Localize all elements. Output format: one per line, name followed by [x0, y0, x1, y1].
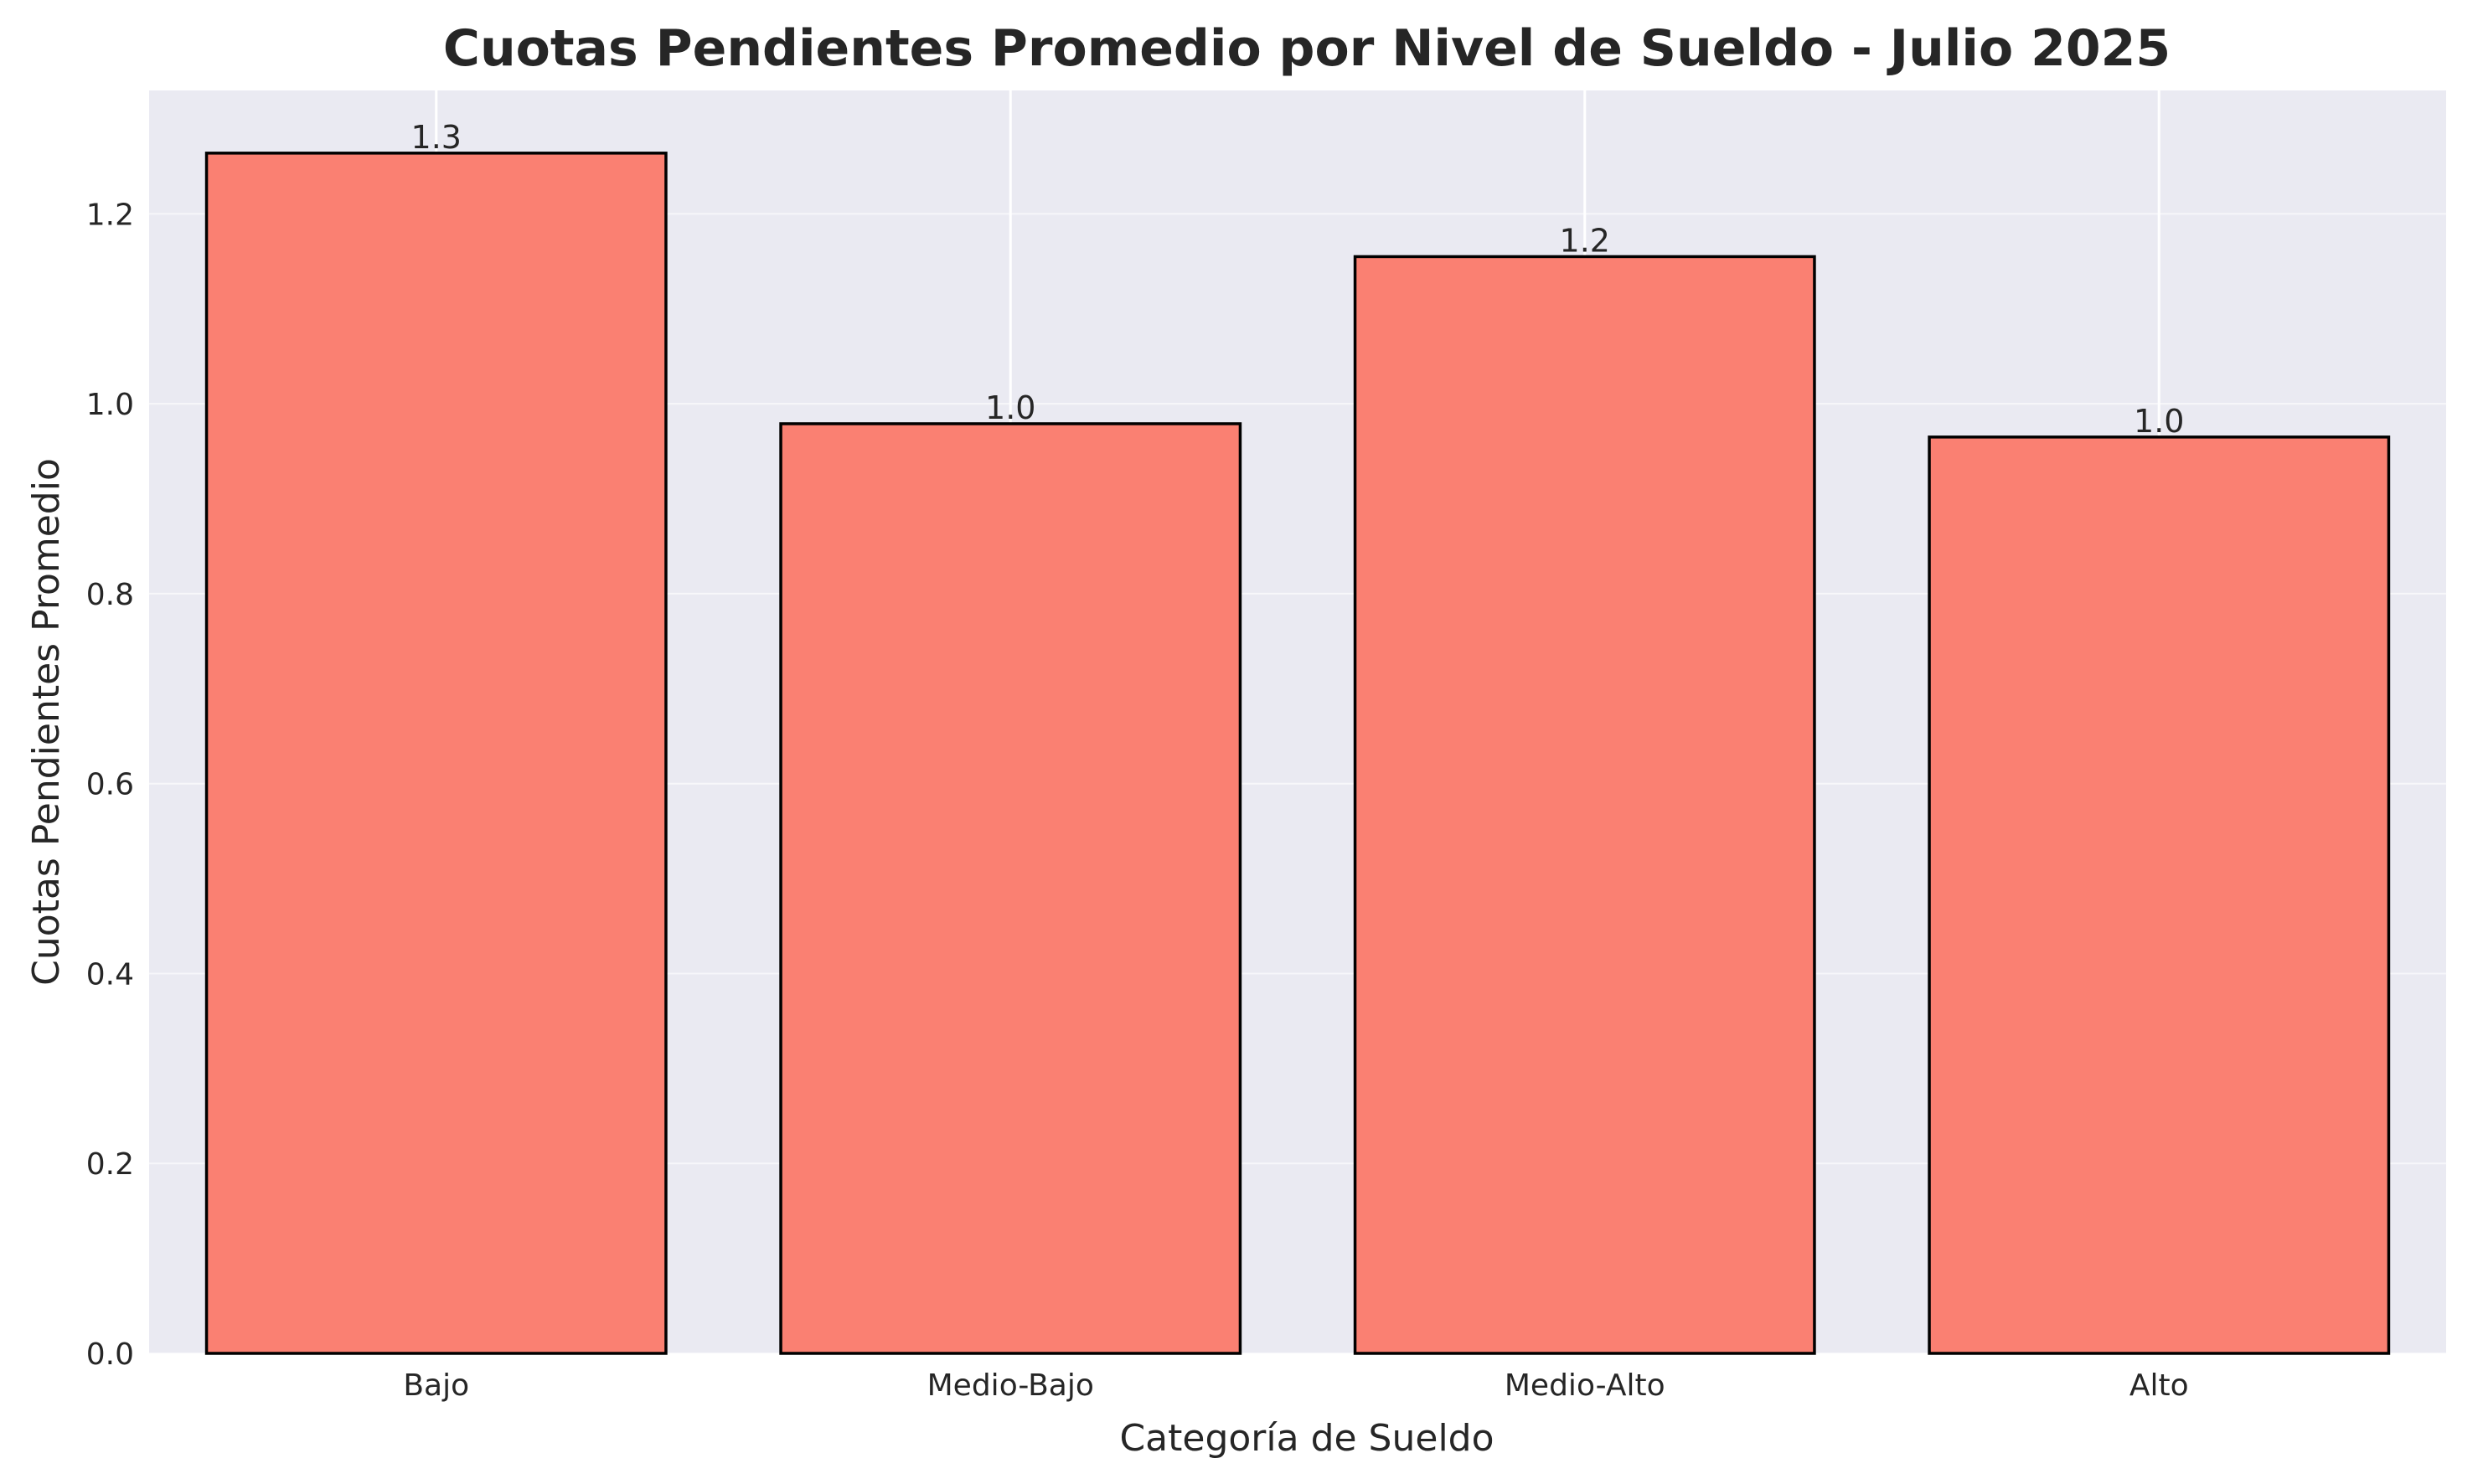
y-tick-label: 0.0 — [86, 1337, 134, 1372]
bar-medio-alto — [1353, 255, 1816, 1355]
x-tick-label: Bajo — [403, 1368, 469, 1403]
y-tick-label: 0.6 — [86, 768, 134, 802]
bar-value-label: 1.2 — [1560, 222, 1610, 259]
x-tick-label: Medio-Alto — [1505, 1368, 1665, 1403]
y-tick-label: 0.8 — [86, 578, 134, 612]
x-tick-label: Medio-Bajo — [927, 1368, 1094, 1403]
chart-title: Cuotas Pendientes Promedio por Nivel de … — [443, 19, 2171, 78]
y-tick-label: 0.2 — [86, 1147, 134, 1182]
x-axis-ticks: Bajo Medio-Bajo Medio-Alto Alto — [403, 1368, 2188, 1403]
x-axis-label: Categoría de Sueldo — [1119, 1417, 1494, 1460]
bar-value-label: 1.0 — [985, 389, 1035, 426]
y-axis-ticks: 0.0 0.2 0.4 0.6 0.8 1.0 1.2 — [86, 198, 134, 1372]
bar-value-label: 1.3 — [411, 119, 462, 156]
y-tick-label: 1.2 — [86, 198, 134, 232]
y-axis-label: Cuotas Pendientes Promedio — [25, 458, 68, 986]
x-tick-label: Alto — [2129, 1368, 2189, 1403]
bars — [204, 152, 2391, 1355]
data-labels: 1.3 1.0 1.2 1.0 — [411, 119, 2185, 440]
y-tick-label: 0.4 — [86, 957, 134, 992]
bar-bajo — [204, 152, 668, 1355]
y-tick-label: 1.0 — [86, 388, 134, 422]
bar-value-label: 1.0 — [2134, 403, 2184, 440]
bar-medio-bajo — [779, 422, 1242, 1355]
bar-alto — [1928, 435, 2391, 1355]
